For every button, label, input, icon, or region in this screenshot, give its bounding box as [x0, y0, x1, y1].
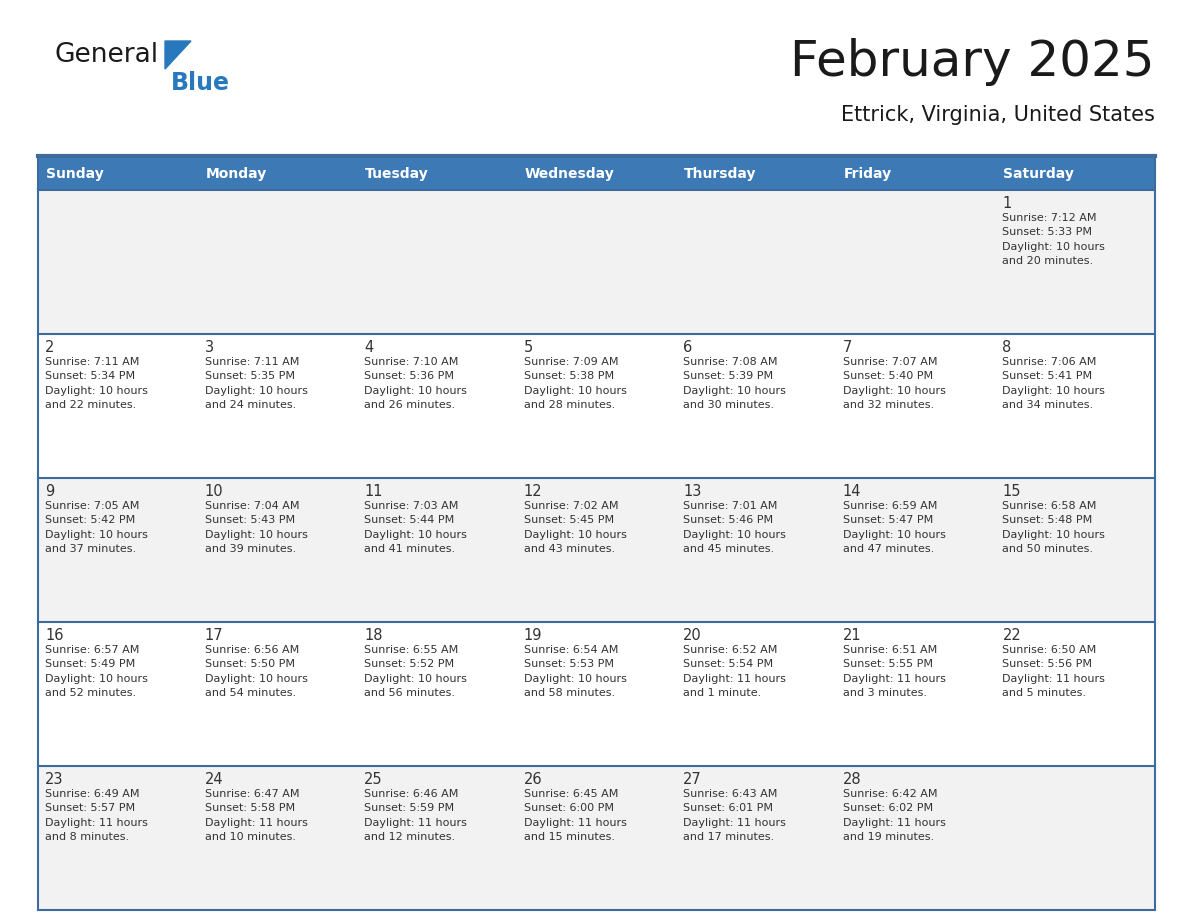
Bar [676, 158, 836, 190]
Text: Sunrise: 7:04 AM
Sunset: 5:43 PM
Daylight: 10 hours
and 39 minutes.: Sunrise: 7:04 AM Sunset: 5:43 PM Dayligh… [204, 501, 308, 554]
Text: Sunrise: 7:01 AM
Sunset: 5:46 PM
Daylight: 10 hours
and 45 minutes.: Sunrise: 7:01 AM Sunset: 5:46 PM Dayligh… [683, 501, 786, 554]
Text: Sunrise: 6:50 AM
Sunset: 5:56 PM
Daylight: 11 hours
and 5 minutes.: Sunrise: 6:50 AM Sunset: 5:56 PM Dayligh… [1003, 645, 1105, 699]
Bar [38, 334, 1155, 478]
Text: 15: 15 [1003, 484, 1020, 499]
Text: Sunrise: 7:03 AM
Sunset: 5:44 PM
Daylight: 10 hours
and 41 minutes.: Sunrise: 7:03 AM Sunset: 5:44 PM Dayligh… [365, 501, 467, 554]
Text: 1: 1 [1003, 196, 1012, 211]
Text: Sunrise: 6:45 AM
Sunset: 6:00 PM
Daylight: 11 hours
and 15 minutes.: Sunrise: 6:45 AM Sunset: 6:00 PM Dayligh… [524, 789, 626, 842]
Bar [38, 190, 1155, 334]
Bar [38, 478, 1155, 622]
Text: Monday: Monday [206, 167, 267, 181]
Text: 9: 9 [45, 484, 55, 499]
Text: Sunrise: 7:07 AM
Sunset: 5:40 PM
Daylight: 10 hours
and 32 minutes.: Sunrise: 7:07 AM Sunset: 5:40 PM Dayligh… [842, 357, 946, 410]
Text: Sunrise: 6:57 AM
Sunset: 5:49 PM
Daylight: 10 hours
and 52 minutes.: Sunrise: 6:57 AM Sunset: 5:49 PM Dayligh… [45, 645, 147, 699]
Text: 25: 25 [365, 772, 383, 787]
Text: 10: 10 [204, 484, 223, 499]
Text: 23: 23 [45, 772, 63, 787]
Bar [38, 158, 197, 190]
Text: Saturday: Saturday [1004, 167, 1074, 181]
Text: Tuesday: Tuesday [365, 167, 429, 181]
Text: 26: 26 [524, 772, 543, 787]
Text: Friday: Friday [843, 167, 892, 181]
Text: 17: 17 [204, 628, 223, 643]
Text: Sunrise: 7:02 AM
Sunset: 5:45 PM
Daylight: 10 hours
and 43 minutes.: Sunrise: 7:02 AM Sunset: 5:45 PM Dayligh… [524, 501, 626, 554]
Text: Wednesday: Wednesday [525, 167, 614, 181]
Text: 27: 27 [683, 772, 702, 787]
Text: Sunrise: 6:59 AM
Sunset: 5:47 PM
Daylight: 10 hours
and 47 minutes.: Sunrise: 6:59 AM Sunset: 5:47 PM Dayligh… [842, 501, 946, 554]
Text: 5: 5 [524, 340, 533, 355]
Text: 28: 28 [842, 772, 861, 787]
Bar [517, 158, 676, 190]
Bar [38, 766, 1155, 910]
Text: Ettrick, Virginia, United States: Ettrick, Virginia, United States [841, 105, 1155, 125]
Text: 4: 4 [365, 340, 373, 355]
Bar [996, 158, 1155, 190]
Text: Sunrise: 6:46 AM
Sunset: 5:59 PM
Daylight: 11 hours
and 12 minutes.: Sunrise: 6:46 AM Sunset: 5:59 PM Dayligh… [365, 789, 467, 842]
Bar [38, 622, 1155, 766]
Text: 8: 8 [1003, 340, 1012, 355]
Text: 19: 19 [524, 628, 542, 643]
Text: Sunrise: 6:42 AM
Sunset: 6:02 PM
Daylight: 11 hours
and 19 minutes.: Sunrise: 6:42 AM Sunset: 6:02 PM Dayligh… [842, 789, 946, 842]
Text: 11: 11 [365, 484, 383, 499]
Text: Sunrise: 6:51 AM
Sunset: 5:55 PM
Daylight: 11 hours
and 3 minutes.: Sunrise: 6:51 AM Sunset: 5:55 PM Dayligh… [842, 645, 946, 699]
Text: 21: 21 [842, 628, 861, 643]
Text: Sunrise: 6:58 AM
Sunset: 5:48 PM
Daylight: 10 hours
and 50 minutes.: Sunrise: 6:58 AM Sunset: 5:48 PM Dayligh… [1003, 501, 1105, 554]
Text: Sunrise: 6:43 AM
Sunset: 6:01 PM
Daylight: 11 hours
and 17 minutes.: Sunrise: 6:43 AM Sunset: 6:01 PM Dayligh… [683, 789, 786, 842]
Text: 7: 7 [842, 340, 852, 355]
Bar [836, 158, 996, 190]
Text: Sunrise: 6:55 AM
Sunset: 5:52 PM
Daylight: 10 hours
and 56 minutes.: Sunrise: 6:55 AM Sunset: 5:52 PM Dayligh… [365, 645, 467, 699]
Bar [197, 158, 358, 190]
Text: 22: 22 [1003, 628, 1022, 643]
Polygon shape [165, 41, 191, 69]
Text: Sunrise: 7:10 AM
Sunset: 5:36 PM
Daylight: 10 hours
and 26 minutes.: Sunrise: 7:10 AM Sunset: 5:36 PM Dayligh… [365, 357, 467, 410]
Text: Sunrise: 7:11 AM
Sunset: 5:35 PM
Daylight: 10 hours
and 24 minutes.: Sunrise: 7:11 AM Sunset: 5:35 PM Dayligh… [204, 357, 308, 410]
Text: Sunrise: 6:49 AM
Sunset: 5:57 PM
Daylight: 11 hours
and 8 minutes.: Sunrise: 6:49 AM Sunset: 5:57 PM Dayligh… [45, 789, 147, 842]
Text: Sunrise: 7:06 AM
Sunset: 5:41 PM
Daylight: 10 hours
and 34 minutes.: Sunrise: 7:06 AM Sunset: 5:41 PM Dayligh… [1003, 357, 1105, 410]
Text: Sunrise: 6:54 AM
Sunset: 5:53 PM
Daylight: 10 hours
and 58 minutes.: Sunrise: 6:54 AM Sunset: 5:53 PM Dayligh… [524, 645, 626, 699]
Text: 18: 18 [365, 628, 383, 643]
Text: Sunrise: 6:56 AM
Sunset: 5:50 PM
Daylight: 10 hours
and 54 minutes.: Sunrise: 6:56 AM Sunset: 5:50 PM Dayligh… [204, 645, 308, 699]
Text: 13: 13 [683, 484, 702, 499]
Text: 24: 24 [204, 772, 223, 787]
Text: Sunrise: 7:05 AM
Sunset: 5:42 PM
Daylight: 10 hours
and 37 minutes.: Sunrise: 7:05 AM Sunset: 5:42 PM Dayligh… [45, 501, 147, 554]
Text: Sunrise: 7:09 AM
Sunset: 5:38 PM
Daylight: 10 hours
and 28 minutes.: Sunrise: 7:09 AM Sunset: 5:38 PM Dayligh… [524, 357, 626, 410]
Text: Sunrise: 6:52 AM
Sunset: 5:54 PM
Daylight: 11 hours
and 1 minute.: Sunrise: 6:52 AM Sunset: 5:54 PM Dayligh… [683, 645, 786, 699]
Text: 12: 12 [524, 484, 543, 499]
Text: 2: 2 [45, 340, 55, 355]
Text: Sunday: Sunday [46, 167, 103, 181]
Text: Thursday: Thursday [684, 167, 757, 181]
Text: Sunrise: 7:11 AM
Sunset: 5:34 PM
Daylight: 10 hours
and 22 minutes.: Sunrise: 7:11 AM Sunset: 5:34 PM Dayligh… [45, 357, 147, 410]
Text: 20: 20 [683, 628, 702, 643]
Text: Blue: Blue [171, 71, 230, 95]
Bar [358, 158, 517, 190]
Text: General: General [55, 42, 159, 68]
Text: 6: 6 [683, 340, 693, 355]
Text: 3: 3 [204, 340, 214, 355]
Text: Sunrise: 7:08 AM
Sunset: 5:39 PM
Daylight: 10 hours
and 30 minutes.: Sunrise: 7:08 AM Sunset: 5:39 PM Dayligh… [683, 357, 786, 410]
Text: 14: 14 [842, 484, 861, 499]
Text: Sunrise: 7:12 AM
Sunset: 5:33 PM
Daylight: 10 hours
and 20 minutes.: Sunrise: 7:12 AM Sunset: 5:33 PM Dayligh… [1003, 213, 1105, 266]
Text: 16: 16 [45, 628, 63, 643]
Text: Sunrise: 6:47 AM
Sunset: 5:58 PM
Daylight: 11 hours
and 10 minutes.: Sunrise: 6:47 AM Sunset: 5:58 PM Dayligh… [204, 789, 308, 842]
Text: February 2025: February 2025 [790, 38, 1155, 86]
